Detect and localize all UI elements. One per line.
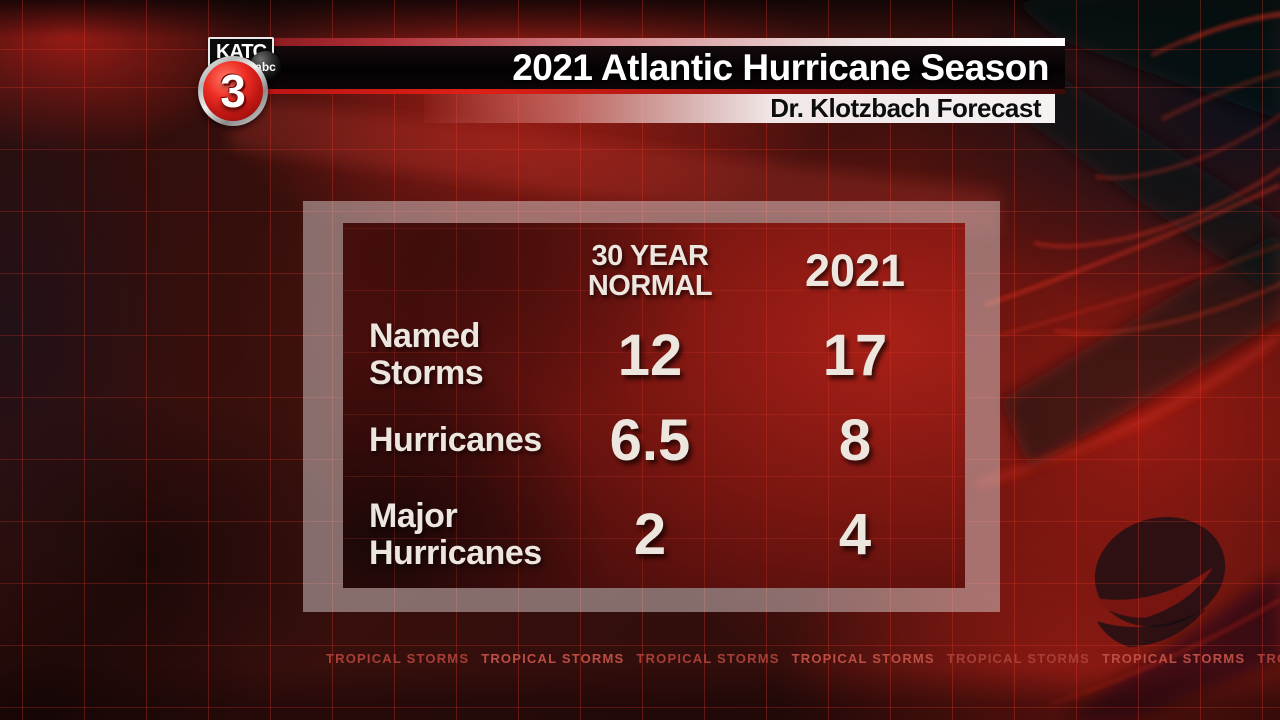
hurricane-nine-glyph [1088, 516, 1226, 648]
value-major-hurricanes-2021: 4 [838, 502, 872, 567]
column-header-2021: 2021 [804, 245, 906, 296]
ticker-item: TROPICAL STORMS [326, 651, 470, 666]
value-named-storms-normal: 12 [617, 322, 683, 388]
value-named-storms-2021: 17 [822, 322, 888, 388]
headline-bar: 2021 Atlantic Hurricane Season [232, 46, 1065, 89]
title-top-stripe [232, 38, 1065, 46]
dark-cloud-band [1060, 570, 1280, 720]
ticker-item: TROPICAL STORMS [1257, 651, 1280, 666]
ticker-item: TROPICAL STORMS [1102, 651, 1246, 666]
ticker-item: TROPICAL STORMS [946, 651, 1091, 666]
dark-cloud-band [990, 30, 1280, 300]
ticker-item: TROPICAL STORMS [636, 651, 780, 666]
forecast-table: 30 YEAR NORMAL 2021 Named Storms 12 17 H… [343, 223, 965, 588]
headline: 2021 Atlantic Hurricane Season [512, 46, 1049, 88]
katc-logo: KATC abc 3 [196, 33, 316, 133]
hurricane-swirl-arcs [974, 10, 1280, 707]
channel-ball-face: 3 [203, 61, 263, 121]
column-header-normal: 30 YEAR NORMAL [587, 240, 713, 302]
value-hurricanes-normal: 6.5 [609, 407, 691, 473]
channel-number: 3 [220, 65, 246, 117]
forecast-panel: 30 YEAR NORMAL 2021 Named Storms 12 17 H… [343, 223, 965, 588]
title-red-divider [232, 89, 1065, 94]
ticker-item: TROPICAL STORMS [791, 651, 935, 666]
subhead: Dr. Klotzbach Forecast [770, 93, 1041, 123]
row-label-named-storms: Named Storms [369, 317, 484, 392]
channel-ball: 3 [198, 56, 268, 126]
ticker-item: TROPICAL STORMS [481, 651, 625, 666]
table-corner-cell [343, 231, 555, 311]
row-label-major-hurricanes: Major Hurricanes [369, 496, 542, 572]
light-red-band [230, 96, 1000, 236]
row-label-hurricanes: Hurricanes [369, 420, 542, 459]
value-major-hurricanes-normal: 2 [633, 502, 667, 567]
dark-cloud-band [1000, 230, 1280, 470]
bottom-shadow [0, 668, 1280, 720]
forecast-panel-frame: 30 YEAR NORMAL 2021 Named Storms 12 17 H… [303, 201, 1000, 612]
value-hurricanes-2021: 8 [838, 407, 872, 473]
subhead-bar: Dr. Klotzbach Forecast [424, 93, 1055, 123]
ticker-strip: TROPICAL STORMS TROPICAL STORMS TROPICAL… [326, 649, 1280, 669]
